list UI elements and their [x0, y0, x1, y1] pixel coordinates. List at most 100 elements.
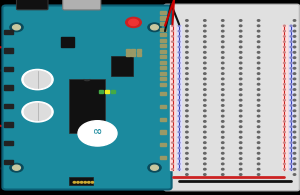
Circle shape	[293, 99, 296, 101]
Circle shape	[293, 142, 296, 144]
Circle shape	[221, 20, 224, 21]
Bar	[4, 160, 13, 164]
Circle shape	[204, 115, 206, 117]
Circle shape	[257, 83, 260, 85]
Bar	[4, 141, 13, 145]
Circle shape	[186, 94, 188, 96]
Circle shape	[239, 105, 242, 106]
Bar	[177, 25, 181, 170]
Circle shape	[172, 105, 173, 106]
Bar	[160, 61, 166, 64]
Circle shape	[284, 78, 285, 80]
Circle shape	[284, 137, 285, 138]
Circle shape	[290, 100, 292, 101]
Circle shape	[293, 163, 296, 165]
Circle shape	[186, 46, 188, 48]
Circle shape	[178, 73, 180, 74]
Circle shape	[10, 163, 23, 172]
Circle shape	[178, 115, 180, 117]
Circle shape	[221, 25, 224, 27]
Circle shape	[284, 89, 285, 90]
FancyBboxPatch shape	[63, 0, 101, 10]
Circle shape	[73, 182, 76, 183]
Circle shape	[204, 158, 206, 159]
Circle shape	[178, 105, 180, 106]
Circle shape	[284, 105, 285, 106]
Circle shape	[257, 99, 260, 101]
Circle shape	[290, 89, 292, 90]
Circle shape	[221, 136, 224, 138]
Text: UNO: UNO	[91, 137, 104, 142]
Circle shape	[293, 94, 296, 96]
Bar	[160, 50, 166, 53]
Circle shape	[186, 131, 188, 133]
Circle shape	[24, 71, 51, 88]
Circle shape	[172, 169, 173, 170]
Circle shape	[293, 126, 296, 128]
Circle shape	[239, 115, 242, 117]
Circle shape	[290, 142, 292, 143]
Bar	[160, 22, 166, 25]
Bar	[69, 177, 93, 185]
Bar	[160, 44, 166, 47]
Circle shape	[178, 158, 180, 159]
Circle shape	[239, 158, 242, 159]
Circle shape	[293, 168, 296, 170]
Bar	[160, 156, 166, 159]
Circle shape	[204, 30, 206, 32]
Circle shape	[172, 153, 173, 154]
Circle shape	[22, 69, 53, 90]
Circle shape	[221, 78, 224, 80]
Bar	[160, 33, 166, 36]
Circle shape	[172, 126, 173, 127]
Circle shape	[221, 36, 224, 37]
Circle shape	[290, 131, 292, 133]
Circle shape	[284, 169, 285, 170]
Circle shape	[239, 110, 242, 112]
Circle shape	[186, 152, 188, 154]
Circle shape	[221, 105, 224, 106]
Circle shape	[221, 73, 224, 74]
Circle shape	[257, 168, 260, 170]
Circle shape	[172, 110, 173, 111]
Circle shape	[284, 36, 285, 37]
Bar	[126, 53, 130, 56]
Bar	[160, 77, 166, 80]
Circle shape	[293, 121, 296, 122]
Circle shape	[186, 36, 188, 37]
Bar	[160, 130, 166, 134]
Circle shape	[257, 20, 260, 21]
Circle shape	[186, 168, 188, 170]
Circle shape	[239, 57, 242, 58]
Circle shape	[178, 153, 180, 154]
Circle shape	[284, 41, 285, 42]
Circle shape	[221, 174, 224, 175]
Circle shape	[178, 126, 180, 127]
Circle shape	[88, 182, 90, 183]
Circle shape	[186, 89, 188, 90]
Circle shape	[257, 105, 260, 106]
Circle shape	[239, 67, 242, 69]
Circle shape	[239, 126, 242, 128]
Circle shape	[172, 94, 173, 95]
Circle shape	[221, 62, 224, 64]
Circle shape	[284, 94, 285, 95]
Circle shape	[204, 36, 206, 37]
Circle shape	[221, 168, 224, 170]
Circle shape	[178, 137, 180, 138]
Circle shape	[204, 41, 206, 43]
Circle shape	[204, 78, 206, 80]
Circle shape	[148, 163, 161, 172]
Circle shape	[293, 78, 296, 80]
Circle shape	[204, 83, 206, 85]
Circle shape	[151, 165, 158, 170]
Circle shape	[293, 158, 296, 159]
Circle shape	[204, 25, 206, 27]
Circle shape	[293, 136, 296, 138]
Circle shape	[284, 84, 285, 85]
FancyBboxPatch shape	[2, 5, 172, 190]
Circle shape	[290, 126, 292, 127]
Circle shape	[204, 152, 206, 154]
Circle shape	[204, 73, 206, 74]
Bar	[170, 25, 175, 170]
